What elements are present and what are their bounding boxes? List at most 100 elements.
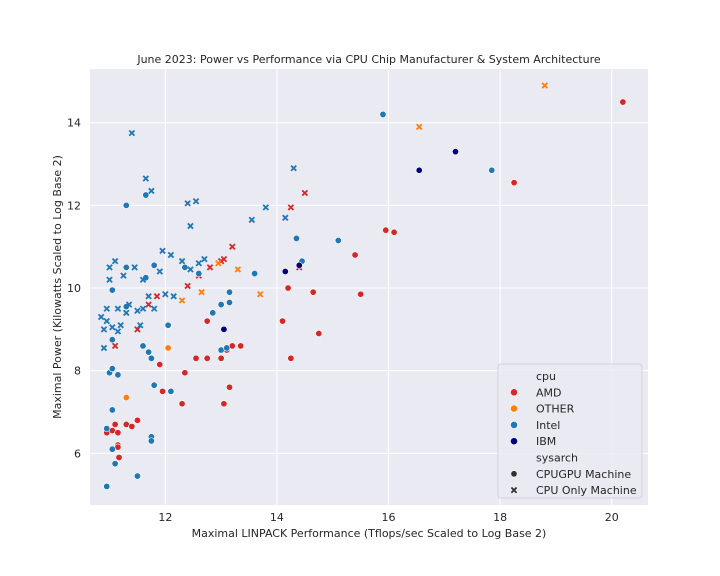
data-point-intel-cpugpu [114, 371, 122, 379]
data-point-intel-cpugpu [147, 354, 155, 362]
data-point-intel-cpu-only [167, 251, 175, 259]
data-point-intel-cpugpu [122, 263, 130, 271]
data-point-amd-cpugpu [178, 400, 186, 408]
data-point-amd-cpugpu [115, 453, 123, 461]
data-point-amd-cpugpu [220, 400, 228, 408]
data-point-amd-cpu-only [153, 293, 161, 300]
data-point-intel-cpu-only [145, 293, 152, 300]
data-point-amd-cpu-only [287, 204, 295, 211]
chart-title: June 2023: Power vs Performance via CPU … [136, 53, 601, 66]
data-point-intel-cpu-only [106, 264, 113, 271]
data-point-amd-cpugpu [159, 387, 167, 395]
data-point-intel-cpu-only [114, 328, 122, 335]
data-point-intel-cpu-only [114, 305, 122, 312]
data-point-intel-cpu-only [139, 276, 147, 284]
data-point-amd-cpugpu [309, 288, 317, 296]
data-point-intel-cpu-only [103, 317, 110, 325]
data-point-intel-cpugpu [133, 472, 141, 480]
data-point-intel-cpugpu [217, 301, 225, 309]
data-point-amd-cpugpu [181, 369, 189, 377]
data-point-other-cpugpu [164, 344, 172, 352]
x-tick-label: 18 [493, 511, 507, 524]
data-point-intel-cpu-only [290, 164, 297, 172]
data-point-intel-cpu-only [195, 260, 203, 267]
data-point-intel-cpu-only [156, 268, 163, 275]
x-tick-label: 12 [158, 511, 172, 524]
data-point-intel-cpu-only [162, 290, 169, 298]
data-point-intel-cpugpu [164, 321, 172, 329]
x-tick-labels: 12 14 16 18 20 [158, 511, 618, 524]
data-point-other-cpu-only [415, 123, 423, 131]
data-point-intel-cpu-only [139, 305, 147, 312]
data-point-intel-cpu-only [148, 187, 155, 195]
legend-marker-ibm [510, 437, 518, 446]
legend-title-sysarch: sysarch [536, 452, 578, 465]
data-point-amd-cpugpu [203, 354, 211, 362]
data-point-amd-cpugpu [287, 354, 295, 362]
data-point-intel-cpu-only [170, 293, 177, 300]
y-tick-label: 14 [67, 117, 81, 130]
data-point-amd-cpu-only [134, 326, 141, 333]
legend-marker-amd [510, 388, 518, 397]
data-point-intel-cpu-only [136, 321, 144, 329]
x-tick-label: 20 [605, 511, 619, 524]
legend-marker-cpugpu [510, 470, 518, 478]
legend-marker-other [510, 404, 518, 413]
data-point-amd-cpu-only [184, 282, 191, 290]
data-point-intel-cpu-only [150, 305, 158, 312]
data-point-intel-cpu-only [184, 200, 191, 207]
legend-title-cpu: cpu [536, 370, 556, 383]
data-point-ibm-cpugpu [281, 268, 289, 276]
legend-box [497, 363, 643, 499]
data-point-intel-cpu-only [187, 222, 194, 230]
data-point-intel-cpu-only [106, 276, 113, 284]
data-point-amd-cpugpu [284, 284, 292, 292]
data-point-intel-cpu-only [248, 216, 256, 224]
data-point-intel-cpu-only [111, 257, 119, 265]
data-point-intel-cpugpu [209, 309, 217, 317]
x-tick-label: 16 [382, 511, 396, 524]
x-tick-label: 14 [270, 511, 284, 524]
data-point-amd-cpugpu [203, 317, 211, 325]
legend-entry-cpu-only-machine: CPU Only Machine [536, 484, 637, 497]
data-point-amd-cpugpu [619, 98, 627, 106]
data-point-intel-cpu-only [192, 198, 200, 205]
data-point-intel-cpu-only [123, 309, 130, 317]
data-point-intel-cpugpu [167, 387, 175, 395]
data-point-amd-cpugpu [226, 383, 234, 391]
data-point-intel-cpu-only [120, 272, 127, 279]
data-point-intel-cpu-only [262, 204, 270, 211]
data-point-intel-cpugpu [103, 482, 111, 490]
data-point-amd-cpugpu [133, 416, 141, 424]
data-point-other-cpugpu [122, 394, 130, 402]
legend-entry-amd: AMD [536, 386, 562, 399]
data-point-ibm-cpugpu [220, 325, 228, 333]
data-point-other-cpu-only [541, 82, 549, 89]
data-point-amd-cpugpu [382, 226, 390, 234]
data-point-ibm-cpugpu [415, 166, 423, 174]
data-point-intel-cpugpu [195, 270, 203, 278]
data-point-intel-cpugpu [223, 344, 231, 352]
data-point-intel-cpugpu [181, 263, 189, 271]
data-point-intel-cpugpu [103, 425, 111, 433]
data-point-intel-cpu-only [159, 247, 166, 255]
data-point-intel-cpu-only [201, 255, 208, 263]
data-point-other-cpu-only [178, 297, 186, 304]
data-point-intel-cpugpu [150, 261, 158, 269]
y-tick-label: 12 [67, 199, 81, 212]
y-tick-label: 6 [74, 447, 81, 460]
data-point-other-cpu-only [215, 260, 222, 267]
data-point-intel-cpu-only [178, 257, 186, 265]
data-point-amd-cpugpu [156, 360, 164, 368]
legend: cpu AMD OTHER Intel IBM sysarch CPUGPU Machine… [497, 363, 643, 499]
data-point-intel-cpugpu [226, 288, 234, 296]
data-point-intel-cpugpu [108, 445, 116, 453]
data-point-intel-cpu-only [187, 266, 194, 273]
data-points [97, 82, 627, 490]
data-point-amd-cpu-only [111, 342, 119, 350]
data-point-amd-cpugpu [357, 290, 365, 298]
data-point-other-cpu-only [234, 266, 242, 273]
x-axis-label: Maximal LINPACK Performance (Tflops/sec … [192, 527, 547, 540]
data-point-intel-cpugpu [108, 286, 116, 294]
